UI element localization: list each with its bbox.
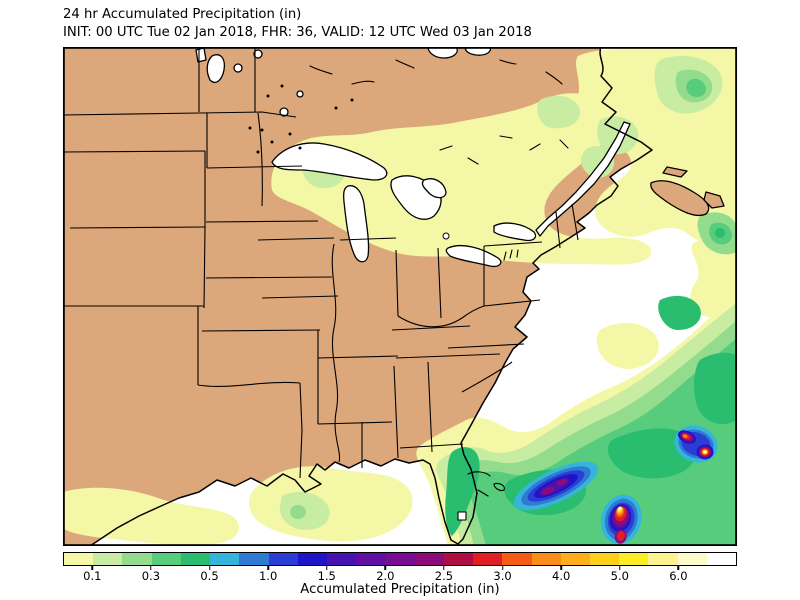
georgian-bay — [421, 178, 447, 199]
colorbar-segment — [239, 553, 269, 565]
plot-subtitle: INIT: 00 UTC Tue 02 Jan 2018, FHR: 36, V… — [63, 24, 532, 40]
state-borders — [63, 47, 579, 479]
colorbar-tick — [91, 566, 94, 570]
hudson-lowland-water — [464, 47, 492, 56]
colorbar-tick-label: 4.0 — [552, 569, 571, 583]
colorbar-tick-label: 3.0 — [493, 569, 512, 583]
colorbar-segment — [619, 553, 649, 565]
lake-erie — [445, 244, 502, 268]
colorbar-segment — [180, 553, 211, 565]
lake-st-clair — [442, 232, 450, 240]
colorbar — [63, 552, 737, 566]
colorbar-tick — [501, 566, 504, 570]
prince-edward-island — [662, 166, 688, 178]
colorbar-segment — [677, 553, 707, 565]
lake-winnipegosis — [195, 47, 207, 63]
colorbar-segment — [385, 553, 415, 565]
colorbar-tick — [677, 566, 680, 570]
colorbar-tick-label: 5.0 — [610, 569, 629, 583]
colorbar-tick — [384, 566, 387, 570]
st-lawrence-river — [535, 121, 631, 237]
canada-lake — [233, 63, 243, 73]
lake-ontario — [493, 222, 537, 242]
plot-titles: 24 hr Accumulated Precipitation (in) INI… — [63, 6, 532, 41]
lake-winnipeg — [206, 54, 226, 84]
colorbar-segment — [648, 553, 678, 565]
colorbar-segment — [64, 553, 94, 565]
colorbar-tick — [443, 566, 445, 570]
water-detail-marks — [309, 59, 569, 497]
colorbar-segment — [151, 553, 181, 565]
colorbar-segment — [326, 553, 357, 565]
map-border — [63, 47, 737, 546]
lake-michigan — [342, 185, 370, 263]
colorbar-segment — [122, 553, 152, 565]
colorbar-tick-label: 0.3 — [141, 569, 161, 583]
colorbar-tick — [560, 566, 562, 570]
colorbar-tick — [208, 566, 211, 570]
cape-breton — [703, 191, 725, 209]
colorbar-label: Accumulated Precipitation (in) — [300, 582, 500, 597]
lake-okeechobee — [457, 511, 467, 521]
lake-superior — [271, 142, 388, 181]
colorbar-segment — [297, 553, 327, 565]
colorbar-segment — [589, 553, 620, 565]
map-frame — [63, 47, 737, 546]
colorbar-segment — [706, 553, 737, 565]
colorbar-tick-label: 1.0 — [258, 569, 278, 583]
colorbar-tick — [325, 566, 328, 570]
precip-core-south — [600, 494, 642, 544]
canada-lake — [253, 49, 263, 59]
colorbar-tick-label: 1.5 — [317, 569, 336, 583]
colorbar-segment — [414, 553, 444, 565]
colorbar-segment — [473, 553, 503, 565]
precip-core-east — [674, 425, 718, 463]
colorbar-tick-label: 0.5 — [200, 569, 219, 583]
james-bay — [427, 47, 458, 59]
colorbar-tick — [267, 566, 269, 570]
colorbar-tick — [150, 566, 152, 570]
colorbar-tick — [619, 566, 621, 570]
colorbar-segment — [268, 553, 298, 565]
plot-title: 24 hr Accumulated Precipitation (in) — [63, 7, 302, 22]
lake-of-the-woods — [279, 107, 289, 117]
colorbar-tick-label: 2.0 — [376, 569, 395, 583]
lakes-layer — [195, 47, 631, 521]
precip-core-streak — [513, 461, 599, 511]
maritime-land-layer — [650, 166, 725, 217]
canada-lake — [296, 90, 304, 98]
colorbar-segment — [560, 553, 590, 565]
nova-scotia — [650, 180, 710, 217]
colorbar-segment — [93, 553, 123, 565]
coastline — [63, 47, 653, 546]
lake-speckles — [248, 84, 354, 154]
colorbar-segment — [502, 553, 532, 565]
precip-map — [63, 47, 737, 546]
colorbar-tick-label: 6.0 — [669, 569, 688, 583]
colorbar-segment — [210, 553, 240, 565]
colorbar-segment — [356, 553, 386, 565]
colorbar-tick-label: 0.1 — [83, 569, 102, 583]
colorbar-segment — [443, 553, 474, 565]
colorbar-tick-label: 2.5 — [434, 569, 454, 583]
colorbar-segment — [531, 553, 561, 565]
